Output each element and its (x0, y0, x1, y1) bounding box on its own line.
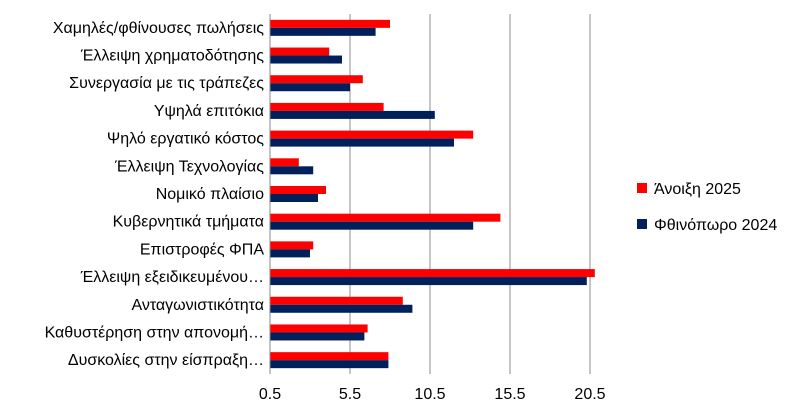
bar-autumn-2024 (270, 360, 389, 369)
bar-autumn-2024 (270, 277, 587, 286)
category-label: Έλλειψη χρηματοδότησης (80, 48, 264, 65)
bar-autumn-2024 (270, 194, 318, 202)
bar-autumn-2024 (270, 221, 474, 230)
bar-autumn-2024 (270, 110, 435, 119)
bar-autumn-2024 (270, 249, 310, 258)
bar-spring-2025 (270, 130, 474, 139)
category-label: Ψηλό εργατικό κόστος (107, 131, 264, 148)
bar-spring-2025 (270, 102, 384, 111)
x-tick-label: 10.5 (414, 386, 445, 403)
bar-spring-2025 (270, 269, 595, 278)
category-label: Χαμηλές/φθίνουσες πωλήσεις (53, 20, 264, 37)
bar-autumn-2024 (270, 304, 413, 313)
category-label: Καθυστέρηση στην απονομή… (45, 324, 264, 341)
category-label: Έλλειψη εξειδικευμένου… (80, 269, 264, 286)
x-tick-label: 0.5 (259, 386, 281, 403)
category-label: Έλλειψη Τεχνολογίας (114, 158, 264, 175)
x-tick-label: 15.5 (494, 386, 525, 403)
bar-autumn-2024 (270, 27, 376, 36)
bar-autumn-2024 (270, 138, 454, 147)
category-label: Υψηλά επιτόκια (154, 103, 264, 120)
bars (270, 19, 595, 369)
bar-spring-2025 (270, 352, 389, 361)
category-label: Κυβερνητικά τμήματα (113, 214, 264, 231)
gridlines (349, 14, 591, 374)
x-tick-label: 20.5 (574, 386, 605, 403)
legend-swatch-spring-2025 (637, 183, 647, 193)
bar-autumn-2024 (270, 166, 314, 175)
bar-spring-2025 (270, 47, 330, 56)
legend-label-autumn-2024: Φθινόπωρο 2024 (654, 217, 777, 234)
bar-autumn-2024 (270, 83, 350, 92)
category-label: Δυσκολίες στην είσπραξη… (68, 352, 264, 369)
category-label: Ανταγωνιστικότητα (131, 297, 264, 314)
bar-spring-2025 (270, 158, 299, 167)
legend: Άνοιξη 2025 Φθινόπωρο 2024 (637, 181, 777, 234)
category-label: Συνεργασία με τις τράπεζες (69, 75, 264, 92)
bar-spring-2025 (270, 75, 363, 84)
bar-autumn-2024 (270, 55, 342, 64)
bar-spring-2025 (270, 213, 501, 222)
legend-label-spring-2025: Άνοιξη 2025 (654, 181, 741, 198)
bar-spring-2025 (270, 19, 390, 28)
category-label: Επιστροφές ΦΠΑ (140, 241, 264, 258)
bar-autumn-2024 (270, 332, 365, 341)
bar-spring-2025 (270, 186, 326, 194)
bar-spring-2025 (270, 241, 314, 250)
category-label: Νομικό πλαίσιο (156, 186, 264, 203)
bar-spring-2025 (270, 296, 403, 305)
x-tick-label: 5.5 (339, 386, 361, 403)
category-labels: Χαμηλές/φθίνουσες πωλήσεις Έλλειψη χρηματ… (45, 20, 265, 369)
legend-swatch-autumn-2024 (637, 219, 647, 229)
x-tick-labels: 0.5 5.5 10.5 15.5 20.5 (259, 386, 606, 403)
bar-spring-2025 (270, 324, 368, 333)
